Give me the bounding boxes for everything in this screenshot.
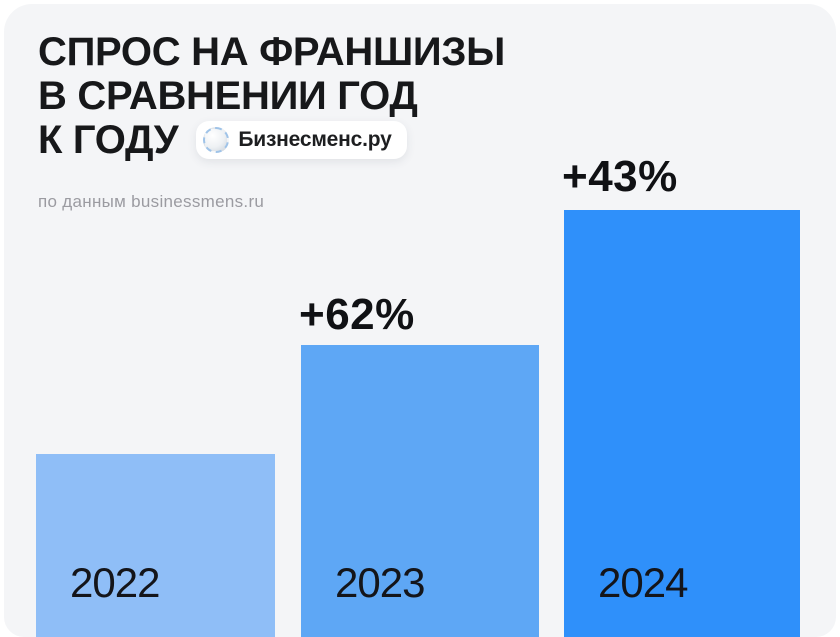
header: СПРОС НА ФРАНШИЗЫ В СРАВНЕНИИ ГОД К ГОДУ… [38, 30, 505, 162]
bar-year-label-2024: 2024 [598, 559, 688, 606]
title-line-2: В СРАВНЕНИИ ГОД [38, 74, 418, 118]
title-line-1: СПРОС НА ФРАНШИЗЫ [38, 30, 505, 74]
title-line-3: К ГОДУ [38, 118, 179, 162]
sphere-icon [203, 127, 230, 153]
bar-2022: 2022 [36, 454, 275, 637]
bar-year-label-2022: 2022 [70, 559, 160, 606]
brand-badge-label: Бизнесменс.ру [238, 128, 392, 151]
page-title: СПРОС НА ФРАНШИЗЫ В СРАВНЕНИИ ГОД К ГОДУ… [38, 30, 505, 162]
brand-badge: Бизнесменс.ру [196, 121, 407, 159]
growth-label-2024: +43% [562, 152, 678, 201]
bar-2023: 2023 [301, 345, 539, 637]
bar-2024: 2024 [564, 210, 800, 637]
growth-label-2023: +62% [299, 290, 415, 339]
source-note: по данным businessmens.ru [38, 192, 265, 211]
bar-year-label-2023: 2023 [335, 559, 425, 606]
title-line-3-row: К ГОДУ Бизнесменс.ру [38, 118, 505, 162]
